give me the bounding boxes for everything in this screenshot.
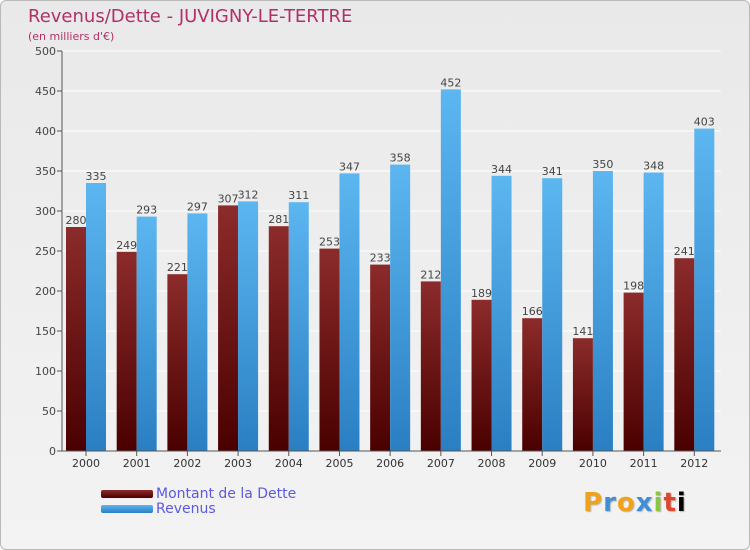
data-label: 221 <box>167 261 188 274</box>
data-label: 249 <box>116 239 137 252</box>
y-tick-label: 50 <box>42 405 56 418</box>
logo-letter: i <box>653 488 664 518</box>
x-tick-label: 2012 <box>680 457 708 470</box>
x-tick-label: 2001 <box>123 457 151 470</box>
data-label: 403 <box>694 116 715 129</box>
data-label: 212 <box>420 268 441 281</box>
data-label: 311 <box>288 189 309 202</box>
x-tick-label: 2003 <box>224 457 252 470</box>
data-label: 358 <box>390 152 411 165</box>
bar-dette <box>319 248 340 451</box>
data-label: 348 <box>643 160 664 173</box>
chart-title: Revenus/Dette - JUVIGNY-LE-TERTRE <box>28 6 353 27</box>
y-tick-label: 150 <box>35 325 56 338</box>
legend-swatch-dette <box>101 490 153 498</box>
y-tick-label: 100 <box>35 365 56 378</box>
logo-letter: x <box>635 488 654 518</box>
bar-dette <box>420 281 441 451</box>
x-tick-label: 2004 <box>275 457 303 470</box>
data-label: 293 <box>136 204 157 217</box>
data-label: 452 <box>440 76 461 89</box>
data-label: 297 <box>187 200 208 213</box>
data-label: 312 <box>238 188 259 201</box>
y-tick-label: 0 <box>49 445 56 458</box>
bar-revenus <box>491 175 512 452</box>
x-tick-label: 2009 <box>528 457 556 470</box>
y-tick-label: 350 <box>35 165 56 178</box>
data-label: 344 <box>491 163 512 176</box>
y-tick-label: 400 <box>35 125 56 138</box>
logo-letter: t <box>663 488 677 518</box>
data-label: 335 <box>86 170 107 183</box>
bar-revenus <box>592 171 613 451</box>
bar-dette <box>471 299 492 451</box>
data-label: 307 <box>218 192 239 205</box>
x-tick-label: 2006 <box>376 457 404 470</box>
bar-dette <box>268 226 289 451</box>
bar-dette <box>218 205 239 451</box>
logo-letter: r <box>603 488 617 518</box>
bar-dette <box>674 258 695 451</box>
bar-revenus <box>643 172 664 451</box>
data-label: 141 <box>572 325 593 338</box>
y-tick-label: 250 <box>35 245 56 258</box>
y-tick-label: 200 <box>35 285 56 298</box>
bar-revenus <box>339 173 360 451</box>
data-label: 281 <box>268 213 289 226</box>
bar-revenus <box>136 216 157 451</box>
bar-dette <box>572 338 593 451</box>
bar-revenus <box>542 178 563 451</box>
bar-revenus <box>86 183 106 451</box>
bar-revenus <box>238 201 259 451</box>
chart-subtitle: (en milliers d'€) <box>28 30 115 43</box>
data-label: 280 <box>66 214 87 227</box>
data-label: 233 <box>370 252 391 265</box>
legend-label-revenus: Revenus <box>156 501 216 517</box>
bar-dette <box>167 274 188 451</box>
data-label: 253 <box>319 236 340 249</box>
y-tick-label: 450 <box>35 85 56 98</box>
data-label: 166 <box>522 305 543 318</box>
y-tick-label: 500 <box>35 45 56 58</box>
data-label: 189 <box>471 287 492 300</box>
x-tick-label: 2010 <box>579 457 607 470</box>
bar-dette <box>66 227 86 451</box>
logo-letter: P <box>583 488 604 518</box>
bar-revenus <box>390 164 411 451</box>
proxiti-logo: Proxiti <box>583 488 687 518</box>
x-tick-label: 2011 <box>630 457 658 470</box>
x-tick-label: 2005 <box>325 457 353 470</box>
bar-dette <box>623 292 644 451</box>
x-tick-label: 2008 <box>478 457 506 470</box>
logo-letter: o <box>616 488 636 518</box>
data-label: 347 <box>339 160 360 173</box>
bar-revenus <box>187 213 208 451</box>
legend-label-dette: Montant de la Dette <box>156 486 297 502</box>
bar-dette <box>116 251 137 451</box>
bar-dette <box>522 318 543 451</box>
bar-revenus <box>440 89 461 452</box>
legend-swatch-revenus <box>101 505 153 513</box>
bar-revenus <box>694 128 715 451</box>
x-tick-label: 2000 <box>72 457 100 470</box>
data-label: 341 <box>542 165 563 178</box>
data-label: 350 <box>592 158 613 171</box>
bar-dette <box>370 264 391 451</box>
x-tick-label: 2002 <box>173 457 201 470</box>
bar-revenus <box>288 202 309 451</box>
data-label: 198 <box>623 280 644 293</box>
data-label: 241 <box>674 245 695 258</box>
logo-letter: i <box>676 488 687 518</box>
x-tick-label: 2007 <box>427 457 455 470</box>
y-tick-label: 300 <box>35 205 56 218</box>
